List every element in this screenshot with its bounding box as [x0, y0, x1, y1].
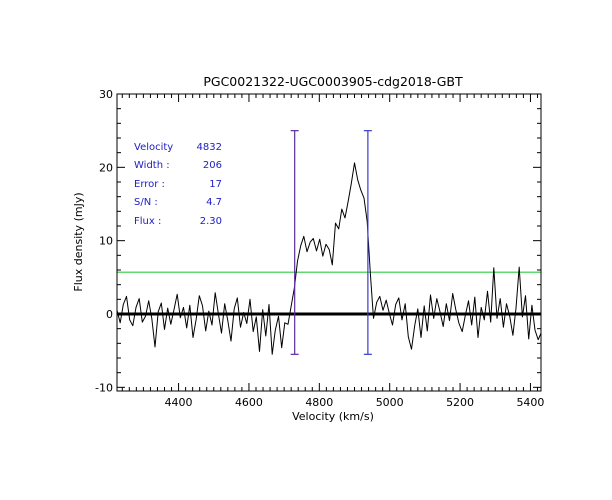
annotation-value-flux: 2.30: [200, 216, 222, 227]
x-tick-label: 5400: [516, 396, 544, 409]
x-tick-label: 4800: [305, 396, 333, 409]
y-axis-label: Flux density (mJy): [72, 192, 85, 291]
x-tick-label: 4400: [165, 396, 193, 409]
x-tick-label: 5200: [446, 396, 474, 409]
y-tick-label: -10: [95, 381, 113, 394]
x-tick-label: 4600: [235, 396, 263, 409]
plot-frame: [116, 93, 542, 392]
x-tick-label: 5000: [376, 396, 404, 409]
annotation-label-sn: S/N :: [134, 197, 158, 208]
annotation-label-flux: Flux :: [134, 216, 161, 227]
y-tick-label: 20: [99, 161, 113, 174]
chart-title: PGC0021322-UGC0003905-cdg2018-GBT: [203, 74, 463, 89]
annotation-value-velocity: 4832: [197, 142, 222, 153]
annotation-label-velocity: Velocity: [134, 142, 173, 153]
annotation-value-sn: 4.7: [206, 197, 222, 208]
annotation-value-error: 17: [209, 179, 222, 190]
x-axis-label: Velocity (km/s): [292, 410, 374, 423]
annotation-label-error: Error :: [134, 179, 165, 190]
stats-annotation-box: Velocity 4832 Width : 206 Error : 17 S/N…: [134, 142, 222, 227]
annotation-label-width: Width :: [134, 160, 170, 171]
y-tick-label: 30: [99, 88, 113, 101]
annotation-value-width: 206: [203, 160, 222, 171]
series-line-spectrum: [116, 162, 542, 355]
y-tick-label: 0: [106, 308, 113, 321]
y-tick-label: 10: [99, 235, 113, 248]
